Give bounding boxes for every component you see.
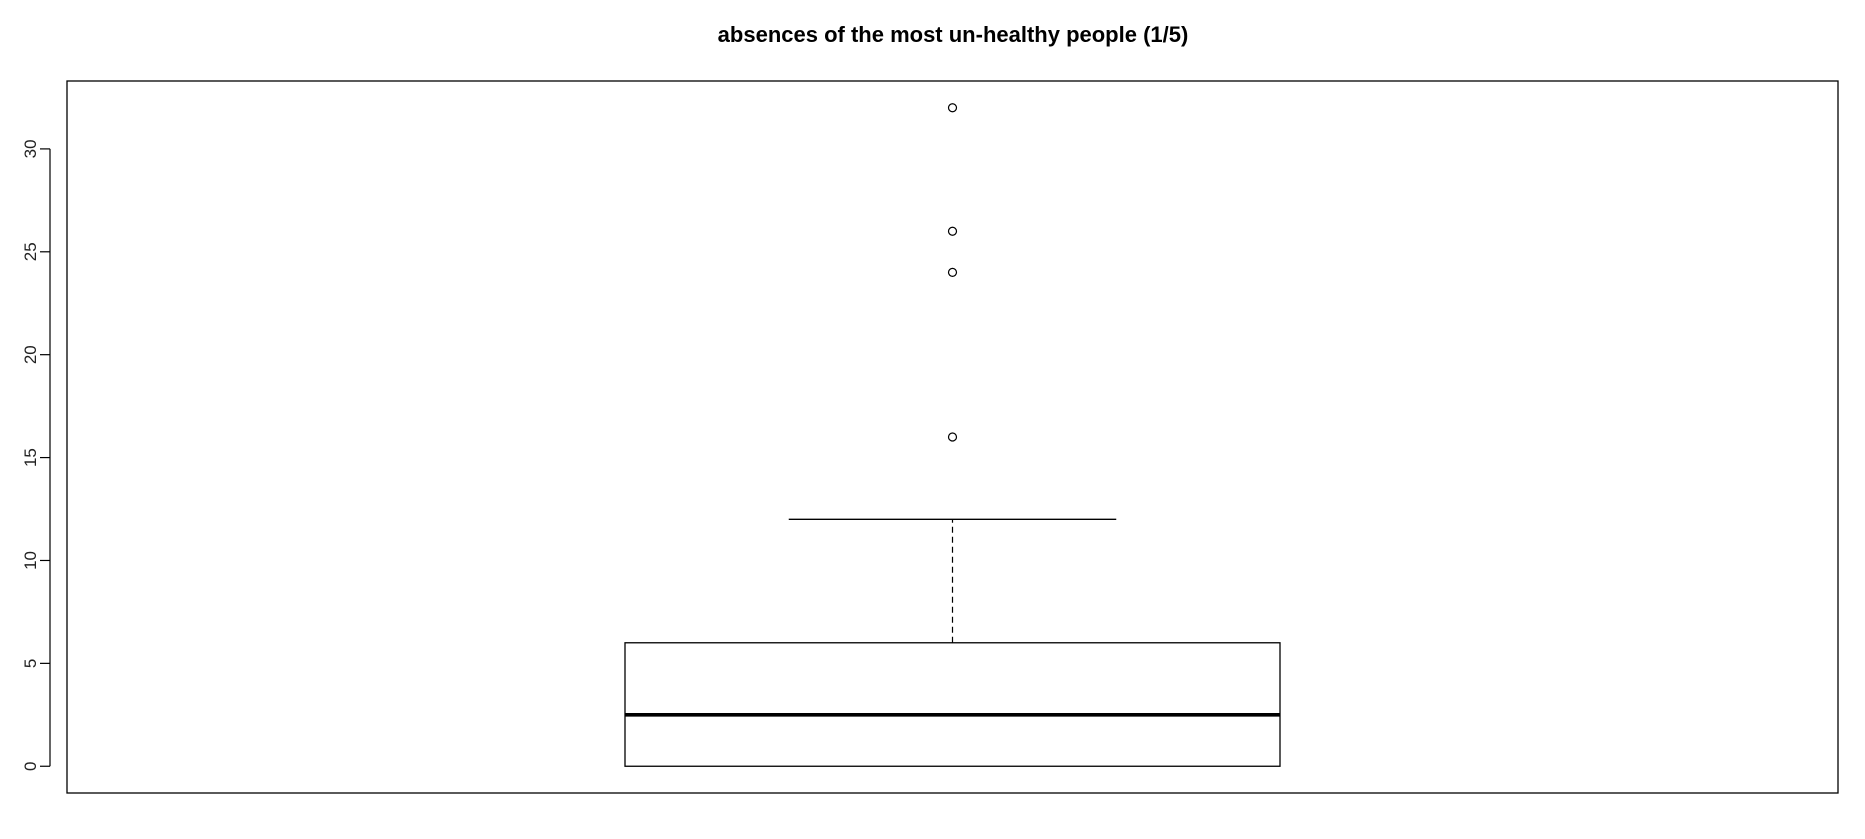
chart-title: absences of the most un-healthy people (… bbox=[718, 22, 1189, 47]
outlier-point bbox=[947, 267, 958, 277]
y-axis: 0 5 10 15 20 25 30 bbox=[21, 139, 51, 771]
y-tick-label: 5 bbox=[21, 659, 40, 668]
plot-marks bbox=[624, 103, 1281, 767]
outlier-point bbox=[947, 432, 958, 442]
iqr-box bbox=[624, 642, 1281, 767]
y-tick-label: 20 bbox=[21, 345, 40, 364]
outlier-point bbox=[947, 103, 958, 113]
y-tick-label: 15 bbox=[21, 448, 40, 467]
y-tick-label: 30 bbox=[21, 139, 40, 158]
y-tick-label: 25 bbox=[21, 242, 40, 261]
outlier-point bbox=[947, 226, 958, 236]
plot-frame bbox=[66, 80, 1839, 794]
y-tick-label: 10 bbox=[21, 551, 40, 570]
y-tick-label: 0 bbox=[21, 762, 40, 771]
